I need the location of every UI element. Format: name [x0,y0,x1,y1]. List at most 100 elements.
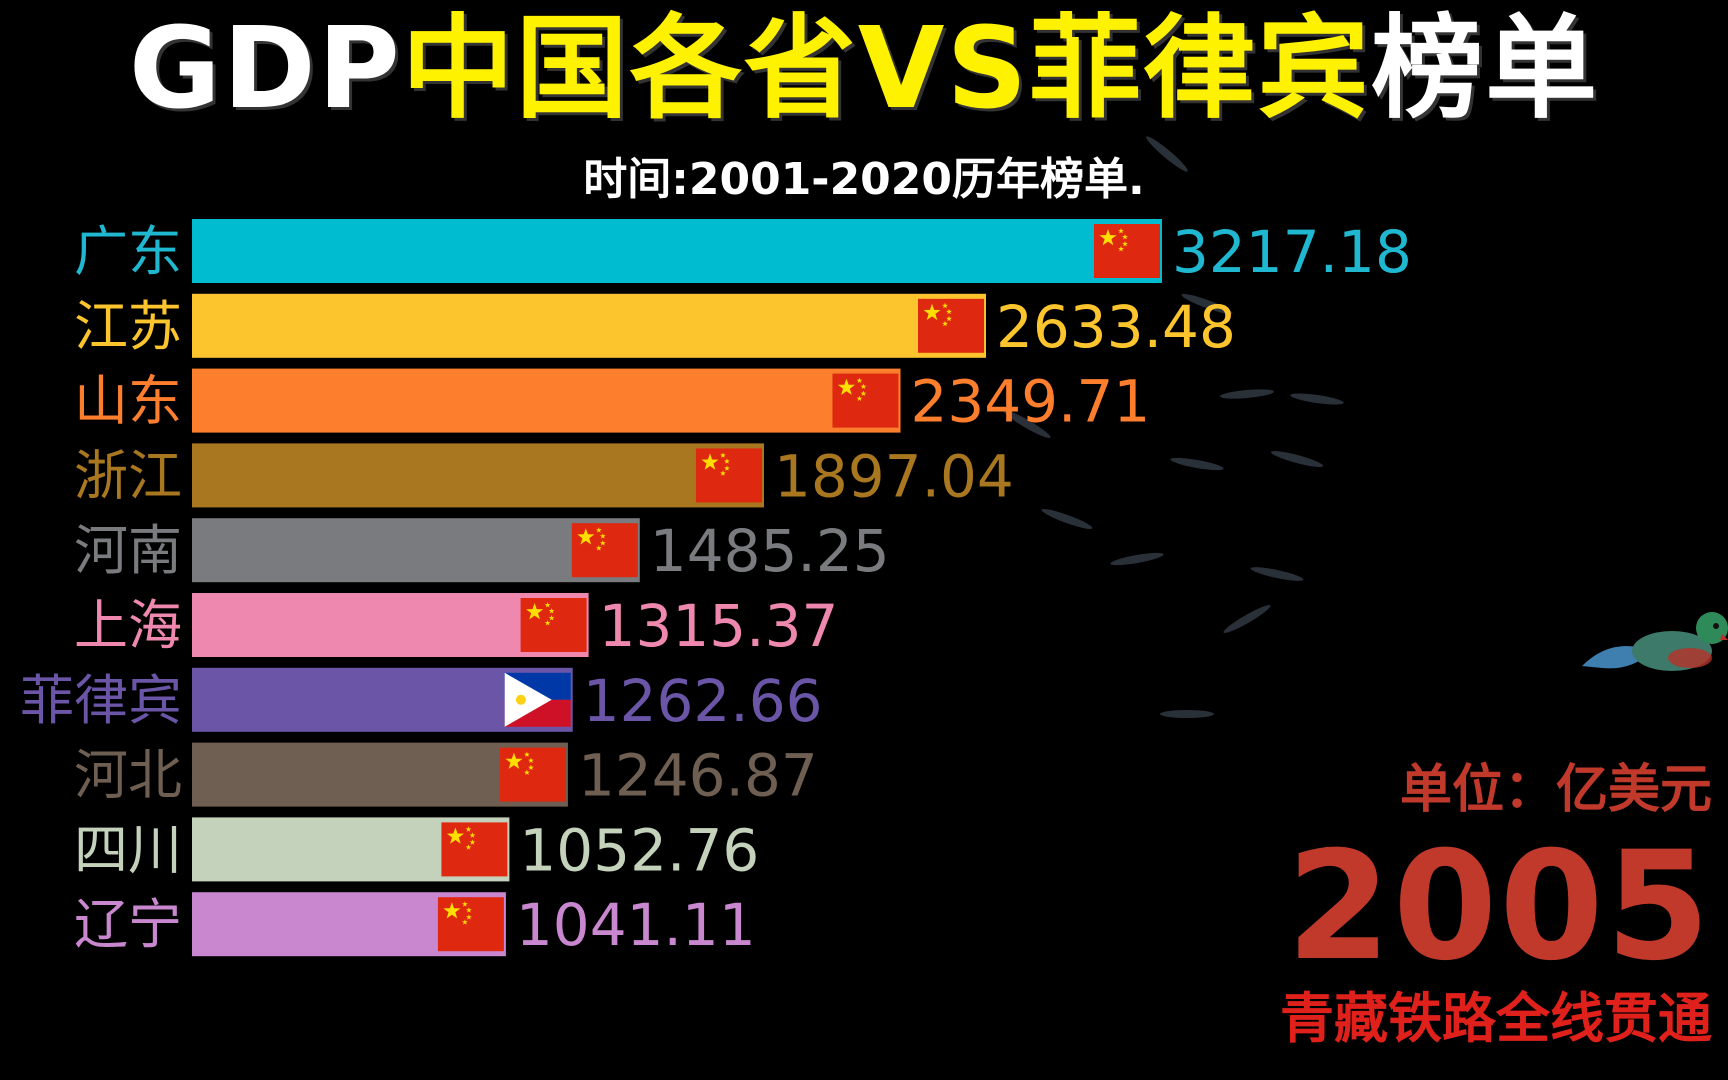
bar [192,293,986,358]
flag-star [577,528,595,545]
category-label: 菲律宾 [20,669,182,732]
flag-star [462,901,468,907]
category-label: 河北 [74,744,182,807]
flag-star [524,769,530,775]
cn-flag-icon [520,598,587,652]
cn-flag-icon [1094,224,1160,278]
value-label: 2633.48 [996,293,1236,361]
flag-star [596,545,602,551]
cn-flag-icon [918,298,985,353]
category-label: 上海 [74,594,182,657]
flag-star [701,453,719,470]
flag-star [596,527,602,533]
flag-star [466,907,472,913]
fish-icon [1160,710,1214,718]
bar [192,368,901,433]
cn-flag-icon [499,747,566,802]
flag-star [860,383,867,389]
ph-flag-icon [504,672,571,727]
flag-star [946,308,952,315]
bar-group: 菲律宾 1262.66 [20,667,823,735]
flag-star [505,752,523,769]
flag-star [720,470,726,476]
cn-flag-icon [695,448,762,503]
bird-icon [1582,612,1728,671]
bar [192,443,764,508]
bar-group: 上海 1315.37 [74,592,838,660]
flag-field [695,448,762,503]
flag-field [918,298,985,353]
flag-star [1118,228,1124,234]
cn-flag-icon [441,822,508,877]
flag-star [528,757,534,763]
flag-star [1118,246,1124,252]
flag-star [528,764,534,770]
flag-field [437,897,504,952]
flag-star [469,839,476,845]
flag-star [544,602,551,608]
value-label: 2349.71 [910,368,1150,436]
category-label: 辽宁 [74,893,182,956]
flag-star [724,465,730,471]
bar-group: 辽宁 1041.11 [74,891,756,959]
flag-star [443,902,461,919]
flag-star [923,303,941,321]
bar-group: 河南 1485.25 [74,517,890,585]
cn-flag-icon [832,373,899,428]
value-label: 1041.11 [516,891,756,959]
value-label: 1262.66 [583,667,823,735]
flag-star [465,844,472,850]
flag-star [724,458,730,464]
flag-star [466,914,472,920]
event-caption: 青藏铁路全线贯通 [1280,987,1712,1050]
flag-star [544,620,551,626]
flag-field [1094,224,1160,278]
flag-triangle [504,672,552,727]
bar-group: 江苏 2633.48 [74,293,1236,361]
category-label: 河南 [74,519,182,582]
flag-star [548,615,555,621]
flag-sun [515,694,526,705]
value-label: 1052.76 [519,816,759,884]
category-label: 广东 [74,220,182,283]
value-label: 1485.25 [650,517,890,585]
flag-star [856,395,863,401]
flag-field [520,598,587,652]
category-label: 江苏 [74,295,182,358]
bar [192,518,640,583]
flag-star [462,919,468,925]
flag-field [441,822,508,877]
flag-star [860,390,867,396]
cn-flag-icon [571,523,638,578]
chart-title: GDP中国各省VS菲律宾榜单 [0,4,1728,134]
title-part-gdp: GDP [128,4,402,134]
flag-star [446,827,464,844]
value-label: 3217.18 [1172,218,1412,286]
chart-subtitle: 时间:2001-2020历年榜单. [583,154,1145,205]
flag-star [942,320,948,327]
flag-star [548,608,555,614]
flag-star [600,540,606,546]
flag-star [1122,234,1128,240]
year-label: 2005 [1286,820,1712,994]
title-part-main: 中国各省VS菲律宾 [401,4,1372,134]
flag-field [571,523,638,578]
bar-group: 浙江 1897.04 [74,442,1014,510]
flag-star [720,452,726,458]
category-label: 浙江 [74,444,182,507]
flag-star [1122,241,1128,247]
bar-group: 四川 1052.76 [74,816,759,884]
flag-star [524,751,530,757]
flag-star [837,378,855,395]
value-label: 1897.04 [774,442,1014,510]
bar-group: 广东 3217.18 [74,218,1412,286]
flag-star [946,315,952,322]
value-label: 1315.37 [599,592,839,660]
bar-group: 河北 1246.87 [74,742,818,810]
flag-star [600,533,606,539]
category-label: 山东 [74,370,182,433]
bar [192,219,1162,283]
cn-flag-icon [437,897,504,952]
flag-field [832,373,899,428]
